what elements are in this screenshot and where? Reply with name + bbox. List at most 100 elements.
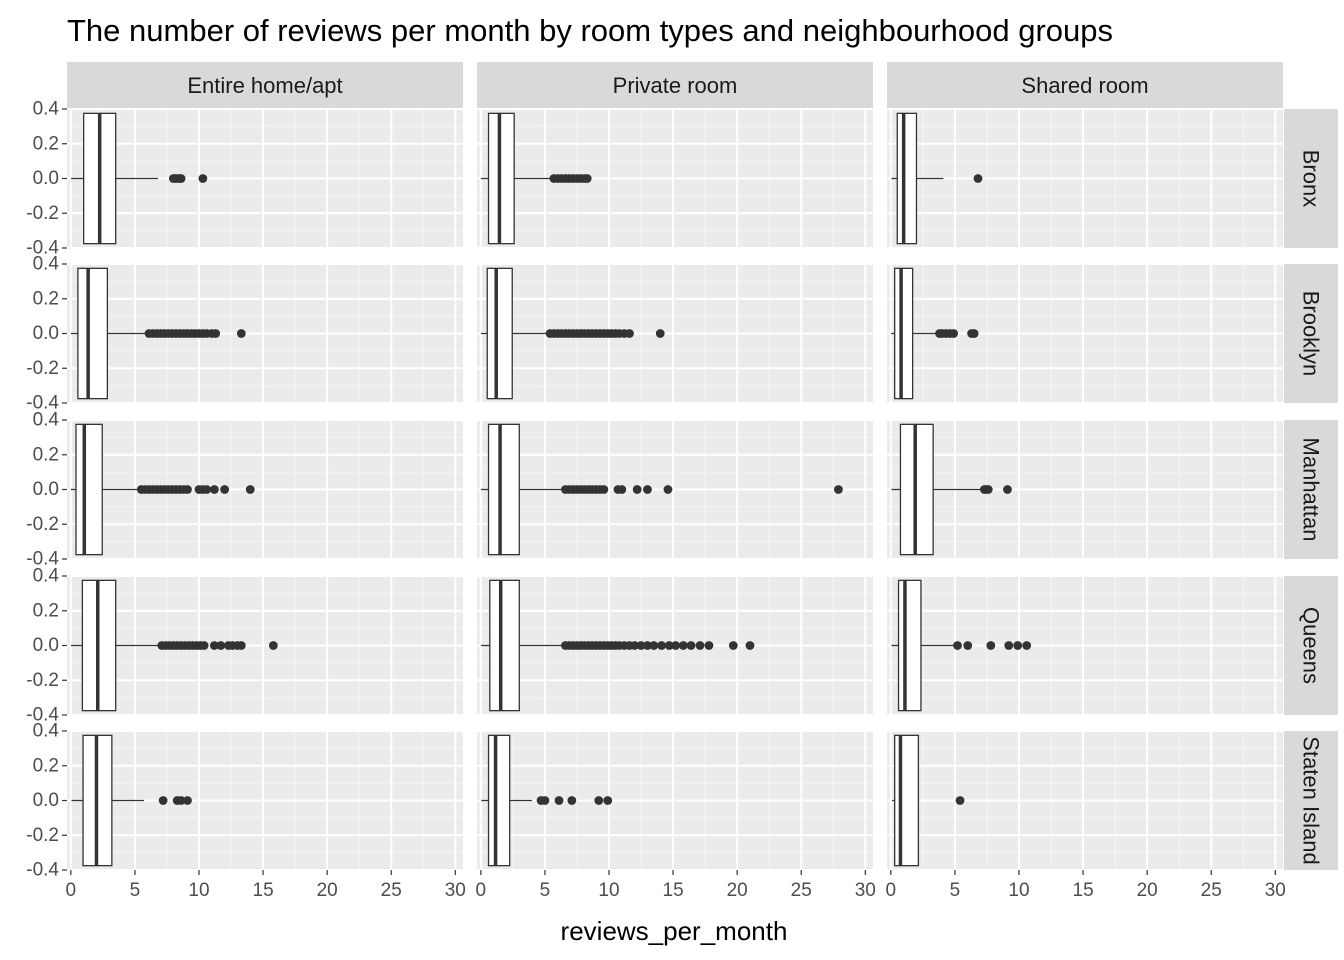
- x-tick-label: 0: [66, 880, 77, 901]
- outlier-point: [1004, 641, 1014, 650]
- box: [897, 579, 922, 712]
- x-tick-label: 10: [188, 880, 209, 901]
- x-tick-label: 30: [445, 880, 466, 901]
- boxplot-brooklyn-private-room: [480, 267, 665, 400]
- panel-bronx-shared-room: [887, 108, 1283, 249]
- y-axis-manhattan: 0.4 0.2 0.0 -0.2 -0.4: [26, 410, 67, 570]
- y-tick-label: -0.4: [26, 238, 59, 259]
- boxplot-manhattan-entire-home-apt: [70, 423, 255, 556]
- outlier-point: [1013, 641, 1023, 650]
- outlier-point: [973, 174, 983, 183]
- panel-grid: [887, 575, 1283, 716]
- boxplot-staten-island-shared-room: [892, 734, 965, 867]
- facet-panels: Entire home/apt Private room Shared room Br…: [26, 62, 1338, 881]
- column-strip-entire-home-apt: Entire home/apt: [67, 62, 463, 108]
- outlier-point: [176, 174, 186, 183]
- outlier-point: [209, 641, 219, 650]
- outlier-point: [202, 485, 212, 494]
- y-tick-label: 0.2: [33, 444, 59, 465]
- box: [77, 267, 109, 400]
- x-tick-label: 5: [950, 880, 961, 901]
- x-tick-label: 5: [540, 880, 551, 901]
- y-tick-label: 0.0: [33, 635, 59, 656]
- x-tick-label: 0: [886, 880, 897, 901]
- x-tick-label: 25: [791, 880, 812, 901]
- y-tick-label: 0.4: [33, 99, 60, 120]
- outlier-point: [176, 796, 186, 805]
- outlier-point: [636, 641, 646, 650]
- y-tick-label: 0.2: [33, 755, 59, 776]
- x-tick-label: 10: [598, 880, 619, 901]
- column-strip-label: Entire home/apt: [187, 73, 342, 98]
- boxplot-queens-entire-home-apt: [71, 579, 278, 712]
- row-strip-queens: Queens: [1284, 576, 1338, 715]
- outlier-point: [617, 485, 627, 494]
- outlier-point: [567, 796, 577, 805]
- panel-grid: [67, 730, 463, 871]
- x-tick-label: 25: [1201, 880, 1222, 901]
- boxplot-manhattan-private-room: [480, 423, 843, 556]
- box: [489, 579, 520, 712]
- panel-grid: [67, 108, 463, 249]
- boxplot-bronx-entire-home-apt: [71, 112, 208, 245]
- x-tick-label: 10: [1008, 880, 1029, 901]
- y-axis-bronx: 0.4 0.2 0.0 -0.2 -0.4: [26, 99, 67, 259]
- boxplot-queens-private-room: [481, 579, 755, 712]
- outlier-point: [199, 641, 209, 650]
- x-axis-entire-home-apt: 0 5 10 15 20 25 30: [66, 870, 466, 901]
- panel-grid: [887, 730, 1283, 871]
- panel-grid: [67, 419, 463, 560]
- y-tick-label: 0.4: [33, 721, 60, 742]
- x-axis: 0 5 10 15 20 25 30 0 5 10 15 20 25 30 0 5 10 15 20 25 30: [66, 870, 1286, 901]
- outlier-point: [582, 174, 592, 183]
- outlier-point: [983, 485, 993, 494]
- panel-grid: [477, 263, 873, 404]
- row-strip-label: Brooklyn: [1299, 291, 1324, 377]
- x-tick-label: 0: [476, 880, 487, 901]
- y-tick-label: 0.0: [33, 479, 59, 500]
- box: [894, 267, 914, 400]
- outlier-point: [554, 796, 564, 805]
- y-tick-label: 0.0: [33, 323, 59, 344]
- outlier-point: [657, 641, 666, 650]
- boxplot-queens-shared-room: [891, 579, 1032, 712]
- row-strip-bg: [1284, 420, 1338, 559]
- outlier-point: [678, 641, 688, 650]
- x-tick-label: 30: [855, 880, 876, 901]
- outlier-point: [183, 796, 192, 805]
- row-strip-brooklyn: Brooklyn: [1284, 264, 1338, 403]
- boxplot-staten-island-private-room: [481, 734, 613, 867]
- x-axis-title: reviews_per_month: [561, 916, 788, 946]
- box: [487, 423, 520, 556]
- panel-grid: [887, 419, 1283, 560]
- row-strip-staten-island: Staten Island: [1284, 731, 1338, 870]
- panel-staten-island-shared-room: [887, 730, 1283, 871]
- outlier-point: [655, 329, 665, 338]
- outlier-point: [704, 641, 714, 650]
- y-axis-queens: 0.4 0.2 0.0 -0.2 -0.4: [26, 566, 67, 726]
- outlier-point: [211, 329, 221, 338]
- outlier-point: [664, 641, 674, 650]
- outlier-point: [643, 641, 652, 650]
- y-tick-label: 0.0: [33, 790, 59, 811]
- outlier-point: [953, 641, 962, 650]
- outlier-point: [236, 641, 246, 650]
- column-strip-bg: [67, 62, 463, 108]
- outlier-point: [540, 796, 550, 805]
- outlier-point: [745, 641, 755, 650]
- column-strip-bg: [887, 62, 1283, 108]
- row-strip-bg: [1284, 264, 1338, 403]
- column-strip-private-room: Private room: [477, 62, 873, 108]
- outlier-point: [603, 796, 613, 805]
- outlier-point: [1022, 641, 1032, 650]
- x-tick-label: 20: [727, 880, 748, 901]
- box: [487, 112, 515, 245]
- y-tick-label: -0.4: [26, 549, 59, 570]
- x-tick-label: 5: [130, 880, 141, 901]
- panel-brooklyn-private-room: [477, 263, 873, 404]
- row-strip-bg: [1284, 576, 1338, 715]
- outlier-point: [728, 641, 738, 650]
- y-tick-label: 0.2: [33, 133, 59, 154]
- column-strip-bg: [477, 62, 873, 108]
